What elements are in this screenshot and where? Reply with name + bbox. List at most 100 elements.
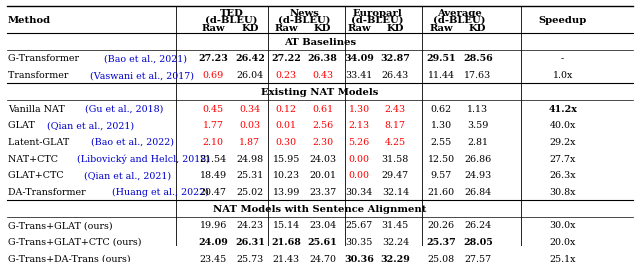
Text: 10.23: 10.23 xyxy=(273,171,300,180)
Text: Latent-GLAT: Latent-GLAT xyxy=(8,138,72,147)
Text: 27.22: 27.22 xyxy=(271,54,301,63)
Text: DA-Transformer: DA-Transformer xyxy=(8,188,89,197)
Text: G-Trans+DA-Trans (ours): G-Trans+DA-Trans (ours) xyxy=(8,255,131,262)
Text: 1.87: 1.87 xyxy=(239,138,260,147)
Text: 3.59: 3.59 xyxy=(467,121,488,130)
Text: News: News xyxy=(289,9,319,18)
Text: 1.0x: 1.0x xyxy=(552,71,573,80)
Text: 1.30: 1.30 xyxy=(431,121,452,130)
Text: 23.45: 23.45 xyxy=(200,255,227,262)
Text: 41.2x: 41.2x xyxy=(548,105,577,113)
Text: 12.50: 12.50 xyxy=(428,155,455,163)
Text: 25.02: 25.02 xyxy=(236,188,263,197)
Text: 25.37: 25.37 xyxy=(426,238,456,247)
Text: 26.84: 26.84 xyxy=(464,188,492,197)
Text: 26.38: 26.38 xyxy=(308,54,337,63)
Text: 32.14: 32.14 xyxy=(382,188,409,197)
Text: 26.24: 26.24 xyxy=(464,221,492,230)
Text: 26.86: 26.86 xyxy=(464,155,492,163)
Text: 30.36: 30.36 xyxy=(344,255,374,262)
Text: 25.31: 25.31 xyxy=(236,171,264,180)
Text: 0.00: 0.00 xyxy=(348,155,369,163)
Text: 32.24: 32.24 xyxy=(382,238,409,247)
Text: 18.49: 18.49 xyxy=(200,171,227,180)
Text: G-Trans+GLAT (ours): G-Trans+GLAT (ours) xyxy=(8,221,113,230)
Text: 2.43: 2.43 xyxy=(385,105,406,113)
Text: 31.58: 31.58 xyxy=(381,155,409,163)
Text: 28.05: 28.05 xyxy=(463,238,493,247)
Text: 21.68: 21.68 xyxy=(271,238,301,247)
Text: (Qian et al., 2021): (Qian et al., 2021) xyxy=(47,121,134,130)
Text: 29.2x: 29.2x xyxy=(549,138,576,147)
Text: 23.04: 23.04 xyxy=(309,221,336,230)
Text: KD: KD xyxy=(314,24,332,32)
Text: 27.57: 27.57 xyxy=(464,255,492,262)
Text: Raw: Raw xyxy=(429,24,453,32)
Text: 30.34: 30.34 xyxy=(346,188,372,197)
Text: Raw: Raw xyxy=(347,24,371,32)
Text: (Huang et al., 2022): (Huang et al., 2022) xyxy=(112,188,209,197)
Text: 31.45: 31.45 xyxy=(381,221,409,230)
Text: 30.8x: 30.8x xyxy=(549,188,576,197)
Text: 0.43: 0.43 xyxy=(312,71,333,80)
Text: (Gu et al., 2018): (Gu et al., 2018) xyxy=(85,105,164,113)
Text: 32.87: 32.87 xyxy=(380,54,410,63)
Text: 30.35: 30.35 xyxy=(345,238,372,247)
Text: Raw: Raw xyxy=(202,24,225,32)
Text: 1.30: 1.30 xyxy=(348,105,369,113)
Text: Existing NAT Models: Existing NAT Models xyxy=(261,88,379,97)
Text: NAT+CTC: NAT+CTC xyxy=(8,155,61,163)
Text: 0.00: 0.00 xyxy=(348,171,369,180)
Text: 13.99: 13.99 xyxy=(273,188,300,197)
Text: (Libovický and Helcl, 2018): (Libovický and Helcl, 2018) xyxy=(77,154,209,164)
Text: 24.93: 24.93 xyxy=(464,171,492,180)
Text: 2.81: 2.81 xyxy=(467,138,488,147)
Text: 1.13: 1.13 xyxy=(467,105,488,113)
Text: 0.34: 0.34 xyxy=(239,105,260,113)
Text: 24.09: 24.09 xyxy=(198,238,228,247)
Text: 0.69: 0.69 xyxy=(203,71,224,80)
Text: 24.70: 24.70 xyxy=(309,255,336,262)
Text: (Qian et al., 2021): (Qian et al., 2021) xyxy=(84,171,171,180)
Text: 5.26: 5.26 xyxy=(348,138,369,147)
Text: 20.01: 20.01 xyxy=(309,171,336,180)
Text: 2.10: 2.10 xyxy=(203,138,224,147)
Text: 25.73: 25.73 xyxy=(236,255,264,262)
Text: 29.51: 29.51 xyxy=(426,54,456,63)
Text: G-Transformer: G-Transformer xyxy=(8,54,83,63)
Text: 11.44: 11.44 xyxy=(428,71,455,80)
Text: 27.23: 27.23 xyxy=(198,54,228,63)
Text: 25.67: 25.67 xyxy=(346,221,372,230)
Text: KD: KD xyxy=(241,24,259,32)
Text: Method: Method xyxy=(7,16,50,25)
Text: 20.47: 20.47 xyxy=(200,188,227,197)
Text: Europarl: Europarl xyxy=(352,9,402,18)
Text: 2.56: 2.56 xyxy=(312,121,333,130)
Text: 40.0x: 40.0x xyxy=(550,121,576,130)
Text: 8.17: 8.17 xyxy=(385,121,406,130)
Text: 9.57: 9.57 xyxy=(431,171,452,180)
Text: 21.60: 21.60 xyxy=(428,188,455,197)
Text: 26.31: 26.31 xyxy=(235,238,265,247)
Text: 26.04: 26.04 xyxy=(236,71,263,80)
Text: 26.3x: 26.3x xyxy=(549,171,576,180)
Text: 4.25: 4.25 xyxy=(385,138,406,147)
Text: 29.47: 29.47 xyxy=(382,171,409,180)
Text: KD: KD xyxy=(469,24,486,32)
Text: 0.62: 0.62 xyxy=(431,105,452,113)
Text: (Vaswani et al., 2017): (Vaswani et al., 2017) xyxy=(90,71,194,80)
Text: Average: Average xyxy=(437,9,482,18)
Text: 2.30: 2.30 xyxy=(312,138,333,147)
Text: 20.0x: 20.0x xyxy=(550,238,576,247)
Text: AT Baselines: AT Baselines xyxy=(284,38,356,47)
Text: 0.12: 0.12 xyxy=(276,105,297,113)
Text: (d-BLEU): (d-BLEU) xyxy=(278,16,331,25)
Text: 2.13: 2.13 xyxy=(348,121,369,130)
Text: 15.14: 15.14 xyxy=(273,221,300,230)
Text: 28.56: 28.56 xyxy=(463,54,493,63)
Text: 26.42: 26.42 xyxy=(235,54,265,63)
Text: NAT Models with Sentence Alignment: NAT Models with Sentence Alignment xyxy=(213,205,427,214)
Text: 0.01: 0.01 xyxy=(276,121,297,130)
Text: 21.43: 21.43 xyxy=(273,255,300,262)
Text: TED: TED xyxy=(220,9,243,18)
